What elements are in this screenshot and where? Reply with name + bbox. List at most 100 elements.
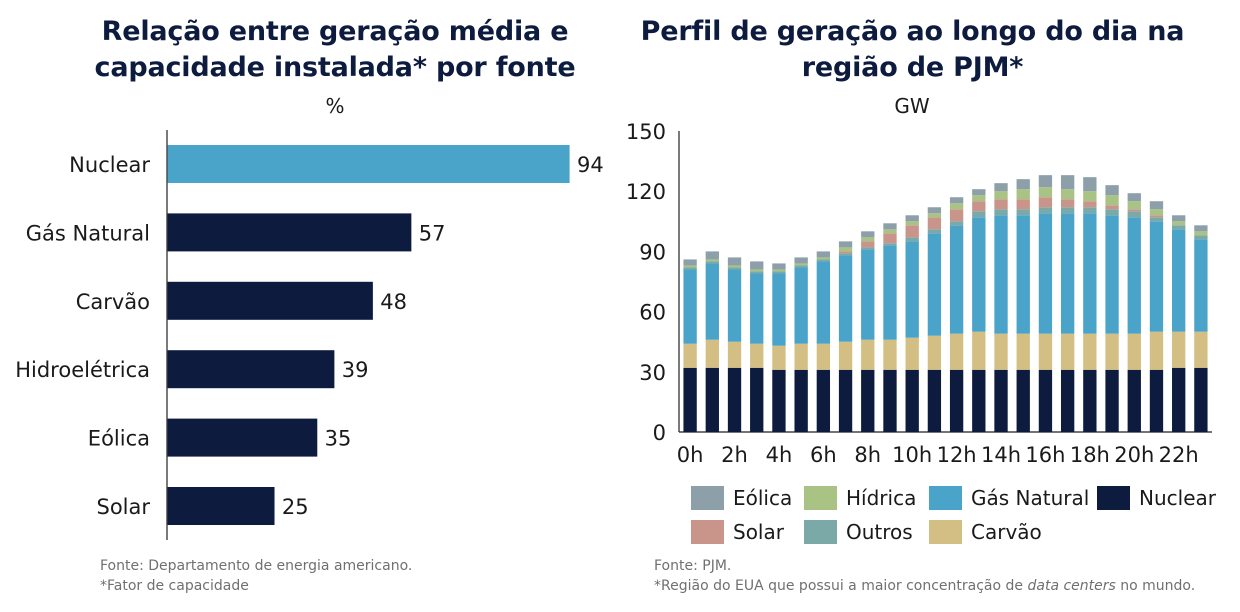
- segment-hydro-18: [1083, 191, 1097, 202]
- segment-other-12: [949, 221, 964, 226]
- segment-coal-16: [1038, 333, 1053, 370]
- segment-hydro-8: [861, 237, 875, 242]
- generation-profile-stacked-chart: 0 30 60 90 120 150 0h 2h 4h 6h 8h 10h 12h 14h 16h 18h 20…: [626, 120, 1217, 544]
- x-tick-label-9: 18h: [1070, 443, 1110, 467]
- segment-hydro-1: [705, 259, 719, 262]
- segment-nuclear-17: [1060, 369, 1075, 432]
- segment-wind-19: [1105, 185, 1119, 196]
- segment-other-16: [1038, 207, 1053, 214]
- segment-wind-1: [705, 251, 719, 260]
- segment-wind-15: [1016, 179, 1030, 190]
- segment-other-3: [750, 271, 764, 274]
- right-note: *Região do EUA que possui a maior concen…: [654, 576, 1195, 596]
- segment-wind-16: [1038, 175, 1053, 188]
- x-tick-label-1: 2h: [721, 443, 748, 467]
- segment-gas-18: [1083, 213, 1097, 334]
- segment-nuclear-0: [683, 367, 697, 432]
- segment-wind-21: [1149, 201, 1164, 210]
- segment-nuclear-14: [994, 369, 1008, 432]
- segment-other-7: [838, 253, 853, 256]
- segment-solar-17: [1060, 199, 1075, 208]
- segment-coal-18: [1083, 333, 1097, 370]
- segment-coal-4: [772, 345, 786, 370]
- segment-hydro-16: [1038, 187, 1053, 198]
- segment-nuclear-3: [750, 367, 764, 432]
- segment-other-21: [1149, 217, 1164, 222]
- x-tick-label-7: 14h: [981, 443, 1021, 467]
- legend-swatch-1-1: [804, 520, 837, 544]
- y-tick-label-5: 150: [626, 120, 666, 144]
- segment-other-8: [861, 247, 875, 250]
- segment-gas-6: [816, 261, 831, 344]
- segment-solar-13: [972, 201, 986, 212]
- segment-coal-11: [927, 335, 942, 370]
- segment-solar-16: [1038, 197, 1053, 208]
- segment-other-1: [705, 261, 719, 264]
- segment-coal-10: [905, 337, 919, 370]
- x-tick-label-4: 8h: [854, 443, 881, 467]
- segment-wind-18: [1083, 177, 1097, 192]
- segment-hydro-13: [972, 195, 986, 202]
- legend-swatch-0-1: [804, 486, 837, 510]
- segment-wind-12: [949, 197, 964, 204]
- segment-wind-8: [861, 231, 875, 238]
- segment-hydro-6: [816, 257, 831, 260]
- segment-coal-2: [727, 341, 742, 368]
- segment-wind-13: [972, 189, 986, 196]
- legend-label-1-1: Outros: [846, 520, 913, 544]
- segment-nuclear-4: [772, 369, 786, 432]
- right-note-before: *Região do EUA que possui a maior concen…: [654, 578, 1028, 594]
- x-tick-label-5: 10h: [892, 443, 932, 467]
- segment-other-11: [927, 229, 942, 234]
- segment-wind-4: [772, 263, 786, 270]
- segment-gas-20: [1127, 217, 1141, 334]
- segment-gas-22: [1172, 229, 1186, 332]
- bar-0: [167, 145, 570, 183]
- right-chart-title: Perfil de geração ao longo do dia na reg…: [620, 14, 1205, 86]
- legend-label-0-0: Eólica: [733, 486, 792, 510]
- segment-other-13: [972, 211, 986, 218]
- segment-wind-0: [683, 259, 697, 266]
- segment-nuclear-15: [1016, 369, 1030, 432]
- y-tick-label-3: 90: [639, 240, 666, 264]
- right-title-line2: região de PJM*: [801, 52, 1024, 83]
- bar-3: [167, 350, 335, 389]
- right-source: Fonte: PJM.: [654, 558, 732, 574]
- segment-coal-7: [838, 341, 853, 370]
- segment-coal-3: [750, 343, 764, 368]
- right-note-after: no mundo.: [1115, 578, 1196, 594]
- category-label-3: Hidroelétrica: [15, 358, 150, 382]
- x-tick-label-3: 6h: [810, 443, 837, 467]
- segment-wind-20: [1127, 193, 1141, 202]
- segment-solar-8: [861, 241, 875, 248]
- y-tick-label-4: 120: [626, 180, 666, 204]
- x-tick-label-8: 16h: [1025, 443, 1065, 467]
- segment-other-2: [727, 267, 742, 270]
- segment-coal-23: [1194, 331, 1208, 368]
- left-title-line2: capacidade instalada* por fonte: [94, 52, 576, 83]
- segment-other-4: [772, 271, 786, 274]
- segment-nuclear-5: [794, 369, 808, 432]
- segment-gas-4: [772, 273, 786, 346]
- segment-hydro-7: [838, 247, 853, 252]
- y-tick-label-0: 0: [653, 421, 666, 445]
- segment-gas-2: [727, 269, 742, 342]
- segment-hydro-2: [727, 265, 742, 268]
- segment-hydro-23: [1194, 231, 1208, 236]
- segment-gas-10: [905, 241, 919, 338]
- segment-nuclear-16: [1038, 369, 1053, 432]
- segment-nuclear-7: [838, 369, 853, 432]
- segment-other-10: [905, 237, 919, 242]
- segment-wind-23: [1194, 225, 1208, 232]
- segment-gas-11: [927, 233, 942, 336]
- segment-solar-18: [1083, 201, 1097, 208]
- segment-coal-15: [1016, 333, 1030, 370]
- legend-swatch-0-2: [929, 486, 962, 510]
- bar-2: [167, 281, 373, 320]
- segment-wind-11: [927, 207, 942, 214]
- y-tick-label-2: 60: [639, 301, 666, 325]
- generation-profile-panel: Perfil de geração ao longo do dia na reg…: [620, 0, 1240, 612]
- segment-gas-19: [1105, 215, 1119, 334]
- segment-nuclear-18: [1083, 369, 1097, 432]
- segment-solar-7: [838, 251, 853, 254]
